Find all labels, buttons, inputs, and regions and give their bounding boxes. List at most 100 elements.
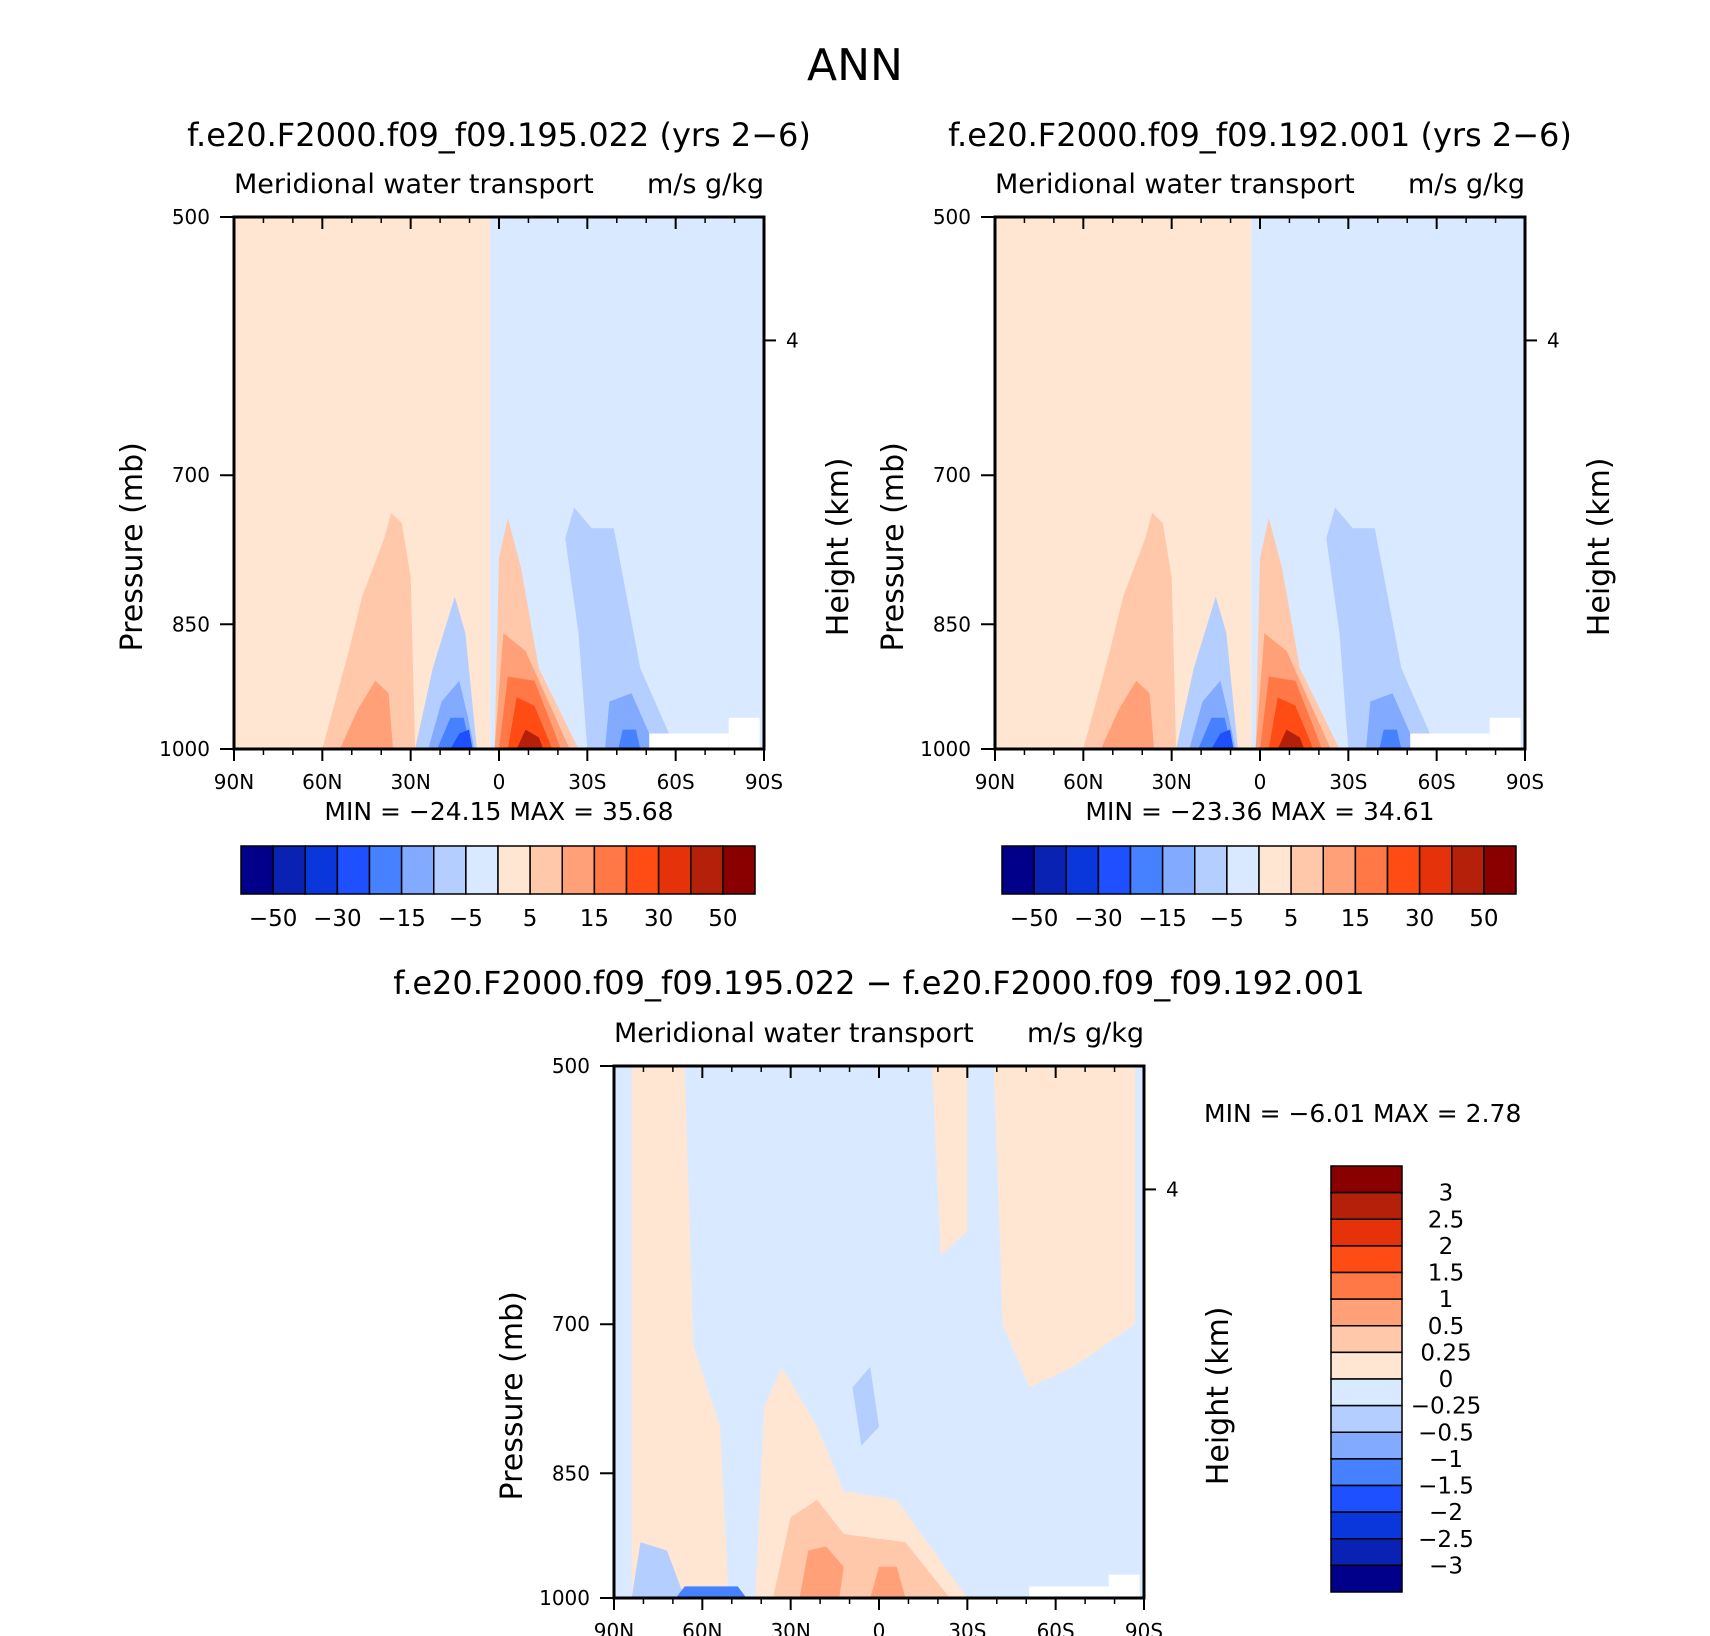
panel-subtitle-left: Meridional water transport	[614, 1018, 974, 1049]
colorbar-swatch	[1322, 845, 1357, 895]
colorbar-swatch	[1330, 1484, 1403, 1513]
colorbar-swatch	[272, 845, 306, 895]
colorbar-swatch	[465, 845, 499, 895]
contour-region	[565, 507, 676, 749]
contour-positive-band	[932, 1066, 968, 1256]
x-tick-label: 30N	[1151, 770, 1191, 794]
colorbar-swatch	[433, 845, 467, 895]
colorbar-swatch	[304, 845, 339, 895]
colorbar-swatch	[1330, 1325, 1403, 1354]
contour-field	[995, 217, 1525, 749]
contour-region	[618, 729, 641, 749]
y-right-tick-label: 4	[1166, 1177, 1179, 1201]
missing-data	[728, 717, 760, 749]
contour-region	[1101, 680, 1154, 749]
contour-field	[614, 1066, 1144, 1598]
colorbar-swatch	[561, 845, 596, 895]
colorbar-swatch	[1330, 1298, 1403, 1327]
panel-title: f.e20.F2000.f09_f09.195.022 (yrs 2−6)	[187, 116, 811, 154]
colorbar-label: 2.5	[1428, 1207, 1465, 1233]
colorbar-label: −0.5	[1418, 1420, 1474, 1446]
colorbar-swatch	[1330, 1191, 1403, 1220]
colorbar-swatch	[1330, 1218, 1403, 1247]
colorbar-label: 2	[1439, 1234, 1454, 1260]
colorbar-swatch	[1330, 1165, 1403, 1194]
colorbar-swatch	[1330, 1511, 1403, 1540]
x-tick-label: 90N	[594, 1619, 634, 1636]
colorbar-swatch	[1330, 1271, 1403, 1300]
y-right-axis-label: Height (km)	[1582, 457, 1617, 636]
colorbar-swatch	[1330, 1404, 1403, 1433]
colorbar-swatch	[336, 845, 371, 895]
x-tick-label: 90S	[1506, 770, 1544, 794]
panel-subtitle-right: m/s g/kg	[647, 169, 764, 200]
colorbar-swatch	[1330, 1458, 1403, 1487]
contour-region	[605, 693, 663, 749]
colorbar-label: 30	[1405, 906, 1434, 932]
x-tick-label: 90N	[214, 770, 254, 794]
contour-region	[340, 680, 393, 749]
colorbar-swatch	[1065, 845, 1100, 895]
colorbar-label: 5	[1284, 906, 1299, 932]
x-tick-label: 30N	[770, 1619, 810, 1636]
panel-2: f.e20.F2000.f09_f09.192.001 (yrs 2−6) Mer…	[876, 116, 1617, 932]
colorbar-label: 50	[708, 906, 737, 932]
contour-region	[516, 729, 544, 749]
y-tick-label: 850	[933, 612, 971, 636]
panel-subtitle-left: Meridional water transport	[234, 169, 594, 200]
y-tick-label: 850	[172, 612, 210, 636]
colorbar-label: 30	[644, 906, 673, 932]
colorbar-swatch	[1226, 845, 1260, 895]
y-right-tick-label: 4	[786, 328, 799, 352]
colorbar-swatch	[722, 845, 756, 895]
contour-negative-band	[490, 217, 764, 749]
panel-title: f.e20.F2000.f09_f09.192.001 (yrs 2−6)	[948, 116, 1572, 154]
missing-data	[1108, 1574, 1140, 1598]
colorbar-swatch	[1033, 845, 1067, 895]
colorbar-label: 3	[1439, 1181, 1454, 1207]
colorbar: 32.521.510.50.250−0.25−0.5−1−1.5−2−2.5−3	[1330, 1165, 1481, 1593]
missing-data	[1029, 1586, 1109, 1598]
panel-subtitle-right: m/s g/kg	[1408, 169, 1525, 200]
colorbar-swatch	[1330, 1431, 1403, 1460]
colorbar-swatch	[657, 845, 692, 895]
colorbar-label: −5	[1210, 906, 1244, 932]
colorbar-swatch	[1386, 845, 1421, 895]
colorbar-swatch	[690, 845, 724, 895]
contour-positive-band	[993, 1066, 1136, 1388]
figure-title: ANN	[807, 40, 903, 91]
y-right-axis-label: Height (km)	[1201, 1306, 1236, 1485]
colorbar: −50 −30 −15 −5 5 15 30 50	[240, 845, 756, 932]
min-max-label: MIN = −24.15 MAX = 35.68	[324, 797, 673, 826]
x-tick-label: 60N	[682, 1619, 722, 1636]
colorbar-swatch	[1330, 1351, 1403, 1380]
colorbar-swatch	[1258, 845, 1292, 895]
contour-region	[1366, 693, 1424, 749]
colorbar-swatch	[1483, 845, 1517, 895]
colorbar-label: −1.5	[1418, 1474, 1474, 1500]
x-tick-label: 30S	[568, 770, 606, 794]
colorbar-swatch	[1330, 1378, 1403, 1407]
x-tick-label: 90N	[975, 770, 1015, 794]
min-max-label: MIN = −6.01 MAX = 2.78	[1204, 1099, 1521, 1128]
colorbar-label: −2.5	[1418, 1527, 1474, 1553]
colorbar-label: 5	[523, 906, 538, 932]
colorbar-swatch	[1161, 845, 1196, 895]
colorbar-label: 15	[580, 906, 609, 932]
x-tick-label: 0	[493, 770, 506, 794]
y-tick-label: 1000	[920, 737, 971, 761]
contour-region	[1379, 729, 1402, 749]
x-tick-label: 90S	[745, 770, 783, 794]
colorbar-label: −0.25	[1411, 1394, 1481, 1420]
x-tick-label: 60N	[1063, 770, 1103, 794]
panel-3: f.e20.F2000.f09_f09.195.022 − f.e20.F200…	[393, 964, 1521, 1636]
y-axis-label: Pressure (mb)	[115, 442, 150, 651]
contour-negative-band	[1251, 217, 1525, 749]
x-tick-label: 60S	[657, 770, 695, 794]
colorbar-label: 50	[1469, 906, 1498, 932]
panel-title: f.e20.F2000.f09_f09.195.022 − f.e20.F200…	[393, 964, 1365, 1002]
colorbar-swatch	[240, 845, 274, 895]
colorbar-label: −50	[1010, 906, 1059, 932]
colorbar-label: −30	[313, 906, 362, 932]
